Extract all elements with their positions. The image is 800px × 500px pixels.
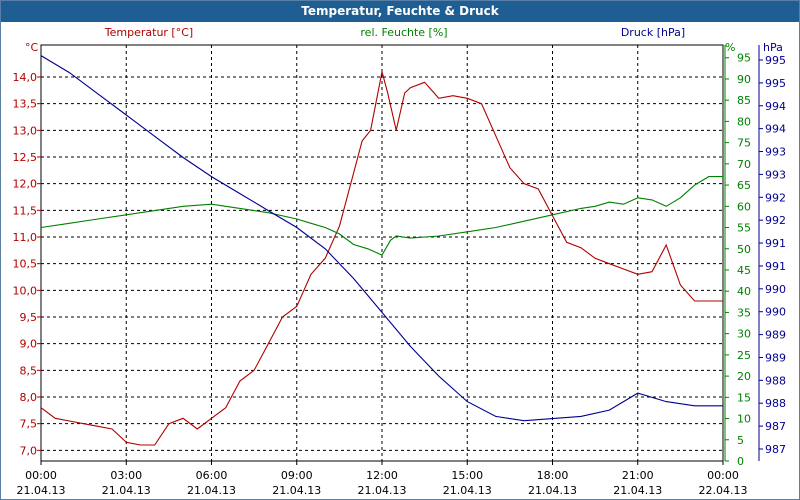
legend-humidity: rel. Feuchte [%] xyxy=(360,26,447,39)
temp-tick-label: 8,0 xyxy=(20,391,38,404)
x-tick-time: 21:00 xyxy=(622,469,654,482)
x-tick-time: 15:00 xyxy=(451,469,483,482)
x-tick-date: 21.04.13 xyxy=(272,484,321,497)
x-tick-date: 21.04.13 xyxy=(102,484,151,497)
pressure-tick-label: 989 xyxy=(765,351,786,364)
pressure-tick-label: 988 xyxy=(765,397,786,410)
pressure-tick-label: 989 xyxy=(765,329,786,342)
humidity-tick-label: 40 xyxy=(737,285,751,298)
pressure-tick-label: 994 xyxy=(765,100,786,113)
series-line-pressure xyxy=(40,55,723,422)
pressure-tick-label: 987 xyxy=(765,420,786,433)
humidity-tick-label: 65 xyxy=(737,179,751,192)
temp-tick-label: 13,5 xyxy=(13,98,38,111)
series-line-temperature xyxy=(40,71,723,446)
pressure-tick-label: 987 xyxy=(765,443,786,456)
temp-tick-label: 12,0 xyxy=(13,178,38,191)
pressure-tick-label: 991 xyxy=(765,237,786,250)
pressure-tick-label: 991 xyxy=(765,260,786,273)
x-tick-time: 03:00 xyxy=(110,469,142,482)
x-tick-date: 21.04.13 xyxy=(17,484,66,497)
temp-unit-label: °C xyxy=(25,41,39,54)
temp-tick-label: 9,5 xyxy=(20,311,38,324)
temp-tick-label: 9,0 xyxy=(20,338,38,351)
humidity-tick-label: 0 xyxy=(737,455,744,468)
humidity-tick-label: 90 xyxy=(737,73,751,86)
x-tick-date: 21.04.13 xyxy=(528,484,577,497)
pressure-tick-label: 995 xyxy=(765,54,786,67)
humidity-tick-label: 80 xyxy=(737,115,751,128)
pressure-tick-label: 993 xyxy=(765,168,786,181)
humidity-tick-label: 85 xyxy=(737,94,751,107)
humidity-tick-label: 50 xyxy=(737,243,751,256)
x-tick-time: 12:00 xyxy=(366,469,398,482)
humidity-tick-label: 35 xyxy=(737,306,751,319)
x-tick-date: 21.04.13 xyxy=(187,484,236,497)
temp-tick-label: 7,5 xyxy=(20,418,38,431)
humidity-tick-label: 20 xyxy=(737,370,751,383)
humidity-tick-label: 70 xyxy=(737,158,751,171)
humidity-tick-label: 30 xyxy=(737,328,751,341)
x-tick-date: 21.04.13 xyxy=(358,484,407,497)
pressure-unit-label: hPa xyxy=(763,41,783,54)
humidity-tick-label: 15 xyxy=(737,391,751,404)
legend-temperature: Temperatur [°C] xyxy=(104,26,193,39)
pressure-tick-label: 990 xyxy=(765,306,786,319)
x-tick-time: 06:00 xyxy=(196,469,228,482)
pressure-tick-label: 992 xyxy=(765,191,786,204)
temp-tick-label: 8,5 xyxy=(20,364,38,377)
pressure-tick-label: 995 xyxy=(765,77,786,90)
x-tick-time: 00:00 xyxy=(707,469,739,482)
x-tick-date: 22.04.13 xyxy=(699,484,748,497)
pressure-tick-label: 988 xyxy=(765,374,786,387)
legend-pressure: Druck [hPa] xyxy=(621,26,685,39)
temp-tick-label: 13,0 xyxy=(13,124,38,137)
x-tick-time: 09:00 xyxy=(281,469,313,482)
pressure-tick-label: 994 xyxy=(765,123,786,136)
plot-area xyxy=(40,44,724,462)
x-tick-date: 21.04.13 xyxy=(613,484,662,497)
humidity-unit-label: % xyxy=(725,41,735,54)
pressure-tick-label: 992 xyxy=(765,214,786,227)
pressure-tick-label: 993 xyxy=(765,146,786,159)
temp-tick-label: 7,0 xyxy=(20,444,38,457)
x-tick-time: 00:00 xyxy=(25,469,57,482)
pressure-tick-label: 990 xyxy=(765,283,786,296)
temp-tick-label: 11,0 xyxy=(13,231,38,244)
humidity-tick-label: 45 xyxy=(737,264,751,277)
humidity-tick-label: 75 xyxy=(737,137,751,150)
x-tick-time: 18:00 xyxy=(537,469,569,482)
humidity-tick-label: 5 xyxy=(737,434,744,447)
humidity-tick-label: 55 xyxy=(737,222,751,235)
humidity-tick-label: 95 xyxy=(737,52,751,65)
temp-tick-label: 14,0 xyxy=(13,71,38,84)
temp-tick-label: 11,5 xyxy=(13,204,38,217)
humidity-tick-label: 10 xyxy=(737,413,751,426)
temp-tick-label: 10,5 xyxy=(13,258,38,271)
temp-tick-label: 12,5 xyxy=(13,151,38,164)
x-tick-date: 21.04.13 xyxy=(443,484,492,497)
temp-tick-label: 10,0 xyxy=(13,284,38,297)
window-title: Temperatur, Feuchte & Druck xyxy=(1,1,799,22)
humidity-tick-label: 60 xyxy=(737,200,751,213)
series-line-humidity xyxy=(40,176,723,256)
humidity-tick-label: 25 xyxy=(737,349,751,362)
